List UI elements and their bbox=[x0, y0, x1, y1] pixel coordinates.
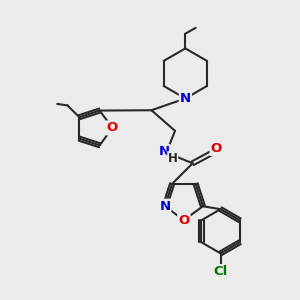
Text: N: N bbox=[180, 92, 191, 105]
Text: Cl: Cl bbox=[213, 265, 228, 278]
Text: O: O bbox=[211, 142, 222, 155]
Text: N: N bbox=[158, 145, 169, 158]
Text: O: O bbox=[107, 122, 118, 134]
Text: N: N bbox=[159, 200, 170, 213]
Text: O: O bbox=[178, 214, 190, 226]
Text: H: H bbox=[168, 152, 178, 165]
